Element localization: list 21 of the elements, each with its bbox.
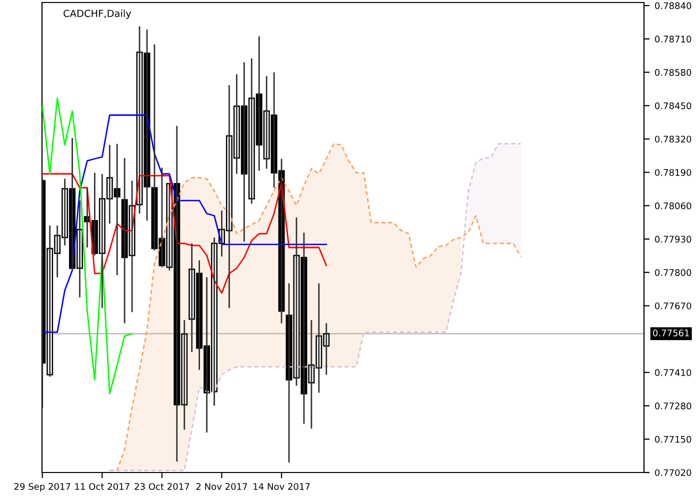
y-tick-label: 0.78190 (655, 169, 692, 176)
y-tick-label: 0.78580 (655, 69, 692, 76)
y-tick-label: 0.78840 (655, 2, 692, 10)
y-tick-label: 0.78060 (655, 202, 692, 210)
y-tick-label: 0.77020 (655, 469, 692, 476)
x-tick-label: 29 Sep 2017 (14, 483, 70, 492)
y-tick-label: 0.77800 (655, 269, 692, 276)
y-tick-label: 0.78710 (655, 36, 692, 42)
y-tick-label: 0.78450 (655, 102, 692, 110)
y-tick-label: 0.77410 (655, 369, 692, 376)
ref-line-label: 0.77561 (653, 329, 689, 336)
y-tick-label: 0.78320 (655, 136, 692, 143)
x-tick-label: 14 Nov 2017 (254, 483, 310, 490)
y-tick-label: 0.77280 (655, 402, 692, 410)
x-tick-label: 23 Oct 2017 (134, 483, 190, 490)
text: CADCHF,Daily (64, 10, 132, 19)
y-tick-label: 0.77930 (655, 236, 692, 243)
y-tick-label: 0.77150 (655, 436, 692, 443)
x-tick-label: 2 Nov 2017 (196, 483, 248, 490)
y-tick-label: 0.77670 (655, 302, 692, 310)
x-tick-label: 11 Oct 2017 (75, 483, 130, 490)
